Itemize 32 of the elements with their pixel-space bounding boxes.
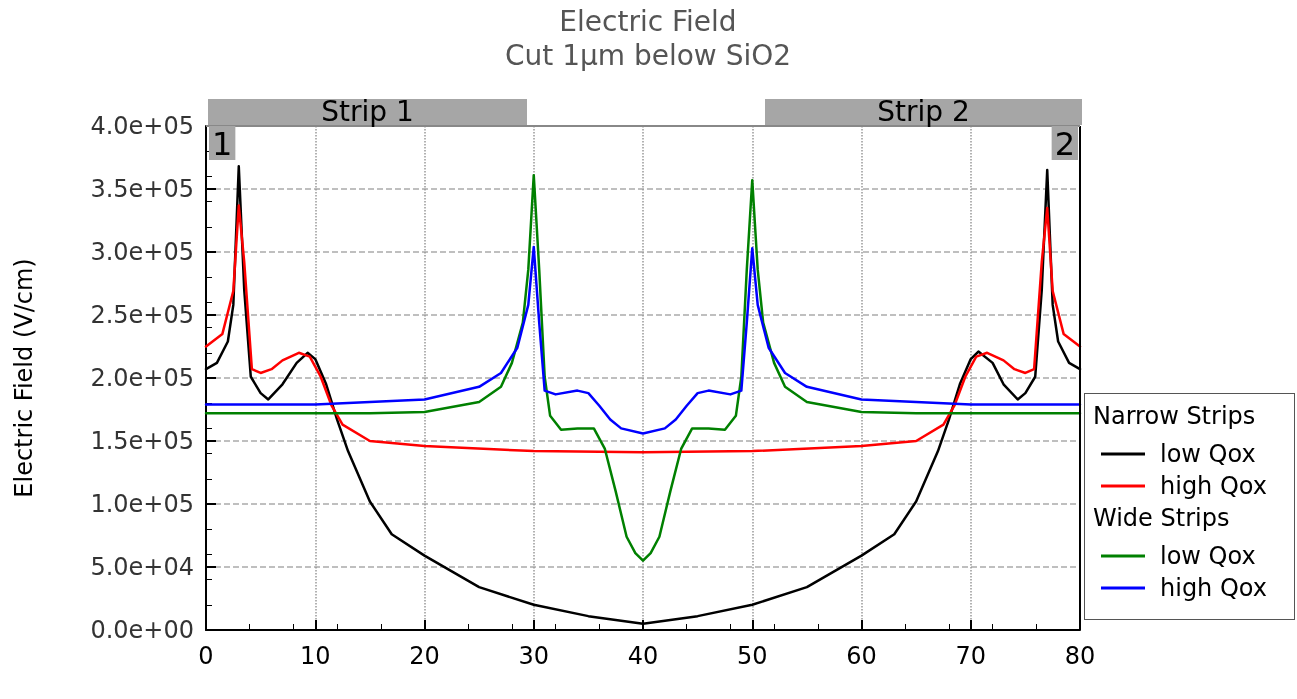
x-tick-label: 0 [198,642,214,670]
y-tick-label: 2.5e+05 [90,301,194,329]
y-tick-label: 2.0e+05 [90,364,194,392]
line-series [204,245,1082,435]
legend-label: low Qox [1160,440,1256,468]
y-tick-label: 0.0e+00 [90,616,194,644]
y-tick-label: 1.5e+05 [90,427,194,455]
line-series [204,173,1082,562]
y-tick-label: 3.5e+05 [90,175,194,203]
electrode-strip: Strip 1 [208,99,527,125]
x-tick-label: 40 [627,642,659,670]
chart-title: Electric Field [559,4,737,38]
line-series [204,204,1082,454]
legend-label: high Qox [1160,472,1267,500]
y-tick-label: 1.0e+05 [90,490,194,518]
y-tick-label: 5.0e+04 [90,553,194,581]
x-tick-label: 20 [409,642,440,670]
annotation: 2 [1054,125,1075,163]
x-tick-label: 30 [518,642,550,670]
legend-label: low Qox [1160,542,1256,570]
electrode-strip: Strip 2 [765,99,1082,125]
y-tick-label: 3.0e+05 [90,238,194,266]
y-tick-label: 4.0e+05 [90,112,194,140]
chart-subtitle: Cut 1µm below SiO2 [504,38,792,72]
y-axis-title: Electric Field (V/cm) [10,258,38,498]
annotation: 1 [212,125,233,163]
x-tick-label: 50 [736,642,768,670]
x-tick-label: 70 [955,642,987,670]
x-tick-label: 80 [1064,642,1096,670]
legend-label: high Qox [1160,574,1267,602]
x-tick-label: 10 [299,642,331,670]
x-tick-label: 60 [846,642,877,670]
